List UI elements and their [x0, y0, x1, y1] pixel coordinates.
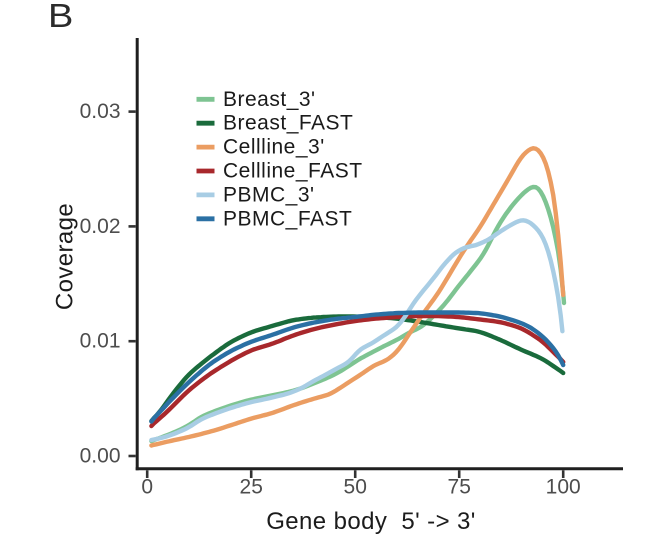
svg-text:Breast_FAST: Breast_FAST	[223, 112, 353, 135]
svg-text:25: 25	[240, 475, 263, 498]
svg-text:B: B	[48, 0, 73, 34]
svg-text:100: 100	[546, 475, 581, 498]
svg-text:Gene body 5' -> 3': Gene body 5' -> 3'	[266, 508, 476, 535]
svg-text:Breast_3': Breast_3'	[223, 88, 316, 111]
svg-text:Cellline_FAST: Cellline_FAST	[223, 160, 363, 183]
svg-text:75: 75	[448, 475, 471, 498]
svg-text:0.02: 0.02	[80, 215, 121, 238]
svg-text:PBMC_3': PBMC_3'	[223, 183, 315, 206]
svg-text:Coverage: Coverage	[52, 203, 79, 310]
svg-text:Cellline_3': Cellline_3'	[223, 136, 325, 159]
svg-text:0.01: 0.01	[80, 330, 121, 353]
svg-text:50: 50	[344, 475, 367, 498]
svg-text:PBMC_FAST: PBMC_FAST	[223, 207, 352, 230]
svg-text:0.00: 0.00	[80, 445, 121, 468]
svg-text:0.03: 0.03	[80, 100, 121, 123]
svg-text:0: 0	[141, 475, 153, 498]
